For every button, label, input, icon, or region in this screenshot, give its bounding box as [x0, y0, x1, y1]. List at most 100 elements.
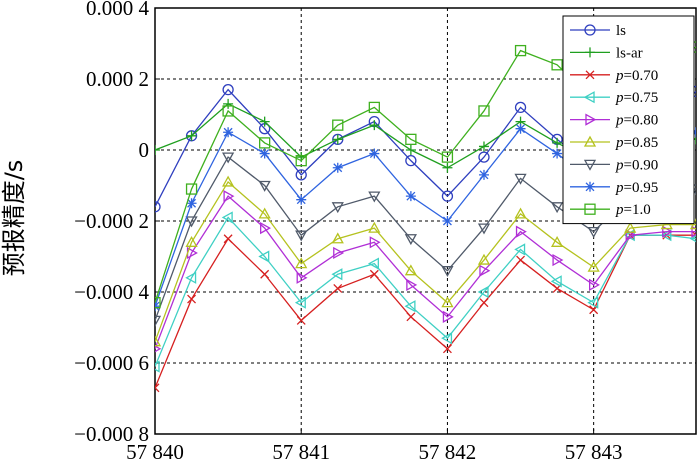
data-point	[442, 344, 452, 354]
data-point	[514, 173, 527, 185]
data-point	[259, 116, 270, 127]
data-point	[367, 257, 379, 270]
data-point	[258, 207, 271, 219]
data-point	[259, 137, 271, 149]
data-point	[185, 183, 198, 195]
data-point	[295, 257, 308, 269]
legend-label-var: p	[615, 90, 624, 106]
data-point	[587, 260, 600, 272]
data-point	[477, 253, 491, 265]
data-point	[333, 246, 345, 260]
legend-label: ls	[616, 23, 626, 39]
x-tick-label: 57 842	[419, 440, 477, 463]
data-point	[222, 105, 234, 117]
data-point	[588, 278, 600, 292]
legend-item: p=0.90	[570, 157, 658, 173]
data-point	[185, 271, 197, 284]
data-point	[186, 130, 197, 141]
data-point	[552, 253, 564, 267]
legend-label-value: =0.80	[624, 113, 659, 129]
data-point	[369, 236, 381, 249]
data-point	[294, 296, 306, 309]
legend-label: ls-ar	[616, 45, 643, 61]
legend-marker	[585, 47, 595, 58]
legend-label: p=0.75	[615, 90, 658, 106]
data-point	[514, 44, 527, 57]
legend-label-value: ls-ar	[616, 45, 643, 61]
data-point	[260, 221, 272, 235]
data-point	[155, 335, 162, 347]
data-point	[405, 133, 417, 146]
legend-marker	[583, 91, 595, 104]
data-point	[550, 235, 564, 247]
legend-marker	[584, 24, 596, 36]
data-point	[222, 84, 234, 96]
data-point	[332, 134, 343, 145]
data-point	[478, 169, 489, 180]
data-point	[515, 225, 527, 238]
data-point	[333, 283, 343, 293]
legend-label-var: p	[615, 180, 624, 196]
data-point	[405, 154, 417, 167]
data-point	[477, 223, 491, 235]
legend-marker	[583, 159, 597, 171]
data-point	[479, 264, 491, 277]
data-point	[441, 151, 454, 163]
data-point	[369, 120, 380, 131]
data-point	[550, 202, 564, 214]
legend-label-var: p	[615, 68, 624, 84]
x-tick-label: 57 840	[126, 440, 184, 463]
data-point	[296, 271, 308, 284]
data-point	[478, 105, 490, 117]
data-point	[369, 148, 380, 159]
data-point	[332, 119, 344, 131]
y-tick-label: −0.000 2	[74, 209, 149, 233]
data-point	[551, 59, 563, 71]
data-point	[516, 255, 526, 265]
data-point	[223, 98, 234, 109]
legend-item: p=0.70	[570, 68, 658, 84]
data-point	[295, 169, 307, 181]
data-point	[368, 191, 381, 203]
legend-label-value: =0.70	[624, 68, 659, 84]
data-point	[477, 285, 489, 299]
data-point	[550, 275, 562, 288]
series-line	[155, 234, 696, 389]
y-tick-label: 0	[139, 138, 150, 162]
data-point	[368, 101, 380, 114]
legend-item: ls-ar	[570, 45, 643, 61]
data-point	[155, 201, 161, 213]
legend-item: ls	[570, 23, 626, 39]
legend-label-value: =0.85	[624, 135, 659, 151]
legend-label: p=0.80	[615, 113, 658, 129]
data-point	[369, 269, 379, 279]
legend-label-value: =0.90	[624, 157, 659, 173]
series-p-0-80	[155, 190, 696, 353]
legend: lsls-arp=0.70p=0.75p=0.80p=0.85p=0.90p=0…	[562, 15, 695, 225]
data-point	[478, 141, 489, 152]
data-point	[406, 312, 416, 322]
data-point	[258, 180, 271, 192]
x-tick-label: 57 843	[565, 440, 623, 463]
data-point	[295, 230, 308, 242]
data-point	[441, 296, 454, 308]
data-point	[155, 145, 160, 155]
legend-item: p=0.75	[570, 90, 658, 106]
data-point	[442, 216, 453, 226]
legend-label-var: p	[615, 202, 624, 218]
data-point	[185, 216, 198, 228]
legend-marker	[583, 135, 597, 147]
data-point	[295, 154, 307, 167]
data-point	[221, 211, 233, 224]
data-point	[331, 202, 344, 214]
data-point	[405, 191, 416, 202]
legend-label-value: =0.95	[624, 180, 659, 196]
data-point	[259, 148, 270, 159]
data-point	[223, 190, 235, 203]
legend-item: p=0.85	[570, 135, 658, 151]
data-point	[296, 194, 307, 205]
data-point	[587, 226, 600, 238]
data-point	[552, 137, 563, 148]
data-point	[404, 264, 417, 276]
